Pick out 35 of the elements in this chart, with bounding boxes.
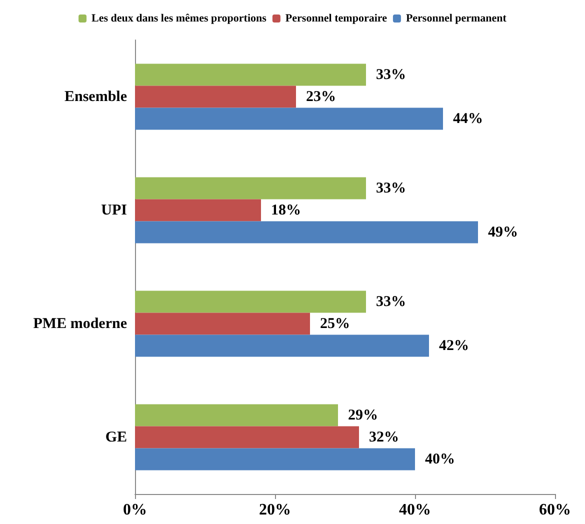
data-label: 33% bbox=[376, 66, 406, 83]
bar bbox=[135, 312, 310, 335]
bar bbox=[135, 221, 478, 244]
bar bbox=[135, 334, 429, 357]
data-label: 32% bbox=[369, 429, 399, 446]
data-label: 49% bbox=[488, 224, 518, 240]
data-label: 23% bbox=[306, 88, 336, 105]
bar bbox=[135, 108, 443, 130]
data-label: 29% bbox=[348, 407, 378, 424]
y-tick-label: UPI bbox=[101, 202, 128, 218]
y-tick-label: PME moderne bbox=[33, 316, 128, 332]
data-label: 33% bbox=[376, 180, 406, 196]
x-tick-label: 20% bbox=[259, 502, 291, 518]
data-label: 18% bbox=[271, 202, 301, 218]
data-label: 33% bbox=[376, 294, 406, 310]
bar bbox=[135, 199, 261, 222]
y-tick-label: GE bbox=[105, 429, 127, 446]
bar bbox=[135, 86, 296, 108]
x-tick-label: 0% bbox=[123, 502, 147, 518]
x-tick-label: 60% bbox=[539, 502, 571, 518]
legend-label: Personnel permanent bbox=[406, 12, 507, 24]
data-label: 25% bbox=[320, 316, 350, 332]
data-label: 42% bbox=[439, 338, 469, 354]
bar bbox=[135, 404, 338, 426]
x-tick-label: 40% bbox=[399, 502, 431, 518]
data-label: 40% bbox=[425, 451, 455, 468]
legend-label: Personnel temporaire bbox=[285, 12, 388, 24]
bar bbox=[135, 177, 366, 200]
data-label: 44% bbox=[453, 110, 483, 127]
bar bbox=[135, 290, 366, 313]
bar bbox=[135, 448, 415, 470]
y-tick-label: Ensemble bbox=[64, 88, 128, 105]
legend-label: Les deux dans les mêmes proportions bbox=[92, 12, 268, 24]
bar bbox=[135, 64, 366, 86]
bar bbox=[135, 426, 359, 448]
